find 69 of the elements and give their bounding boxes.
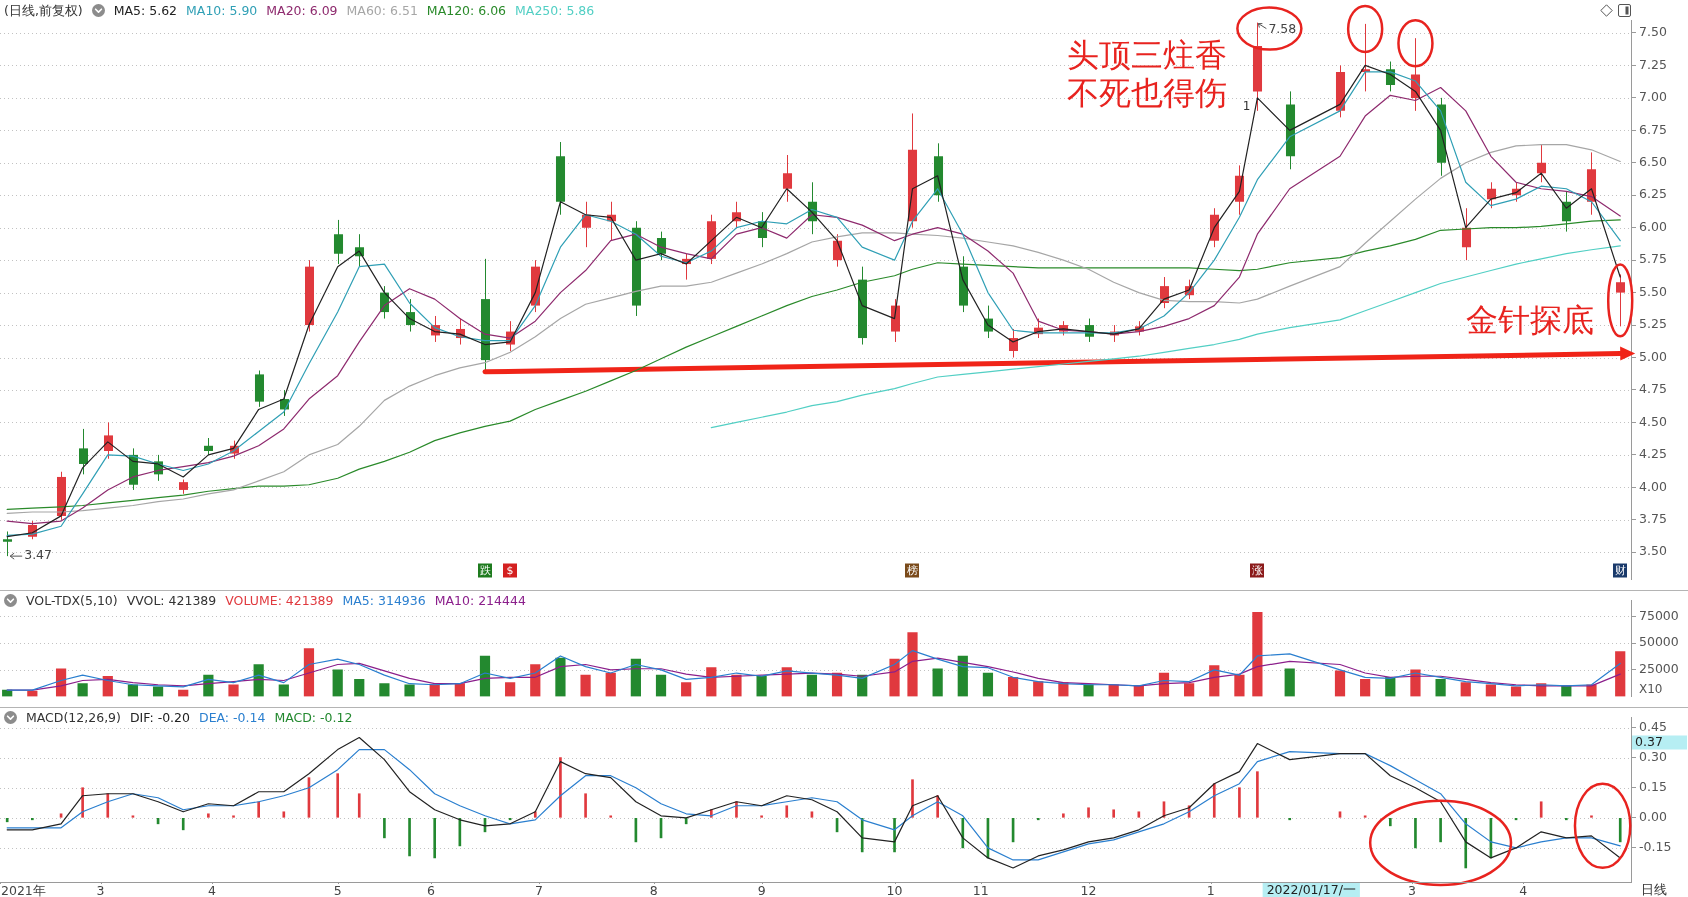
y-tick-label: 5.50 (1639, 283, 1667, 299)
annotation: 涨 (1251, 563, 1263, 577)
chart-title: VOL-TDX(5,10) (26, 593, 118, 608)
y-tick-label: 25000 (1639, 661, 1679, 677)
annotation: 跌 (479, 563, 491, 577)
annotation: $ (506, 563, 514, 577)
x-tick-label: 9 (757, 882, 766, 897)
x-tick-label: 12 (1080, 882, 1097, 897)
text: MA10: 5.90 (186, 3, 258, 18)
y-tick-label: -0.15 (1639, 839, 1672, 855)
annotation: 头顶三炷香不死也得伤 (1067, 36, 1228, 113)
text: MA10: 214444 (434, 593, 526, 608)
text: 2022/01/17/一 (1266, 881, 1356, 897)
text: DIF: -0.20 (129, 710, 190, 725)
y-tick-label: 7.00 (1639, 89, 1667, 105)
y-tick-label: 5.25 (1639, 316, 1667, 332)
y-tick-label: 3.50 (1639, 543, 1667, 559)
text: VOLUME: 421389 (225, 593, 334, 608)
y-tick-label: 3.75 (1639, 511, 1667, 527)
y-tick-label: 5.00 (1639, 348, 1667, 364)
y-tick-label: 6.50 (1639, 154, 1667, 170)
annotation: 3.47 (24, 547, 53, 563)
annotation: 7.58 (1268, 20, 1297, 36)
y-tick-label: 4.25 (1639, 446, 1667, 462)
text: MA5: 314936 (342, 593, 426, 608)
y-tick-label: 0.30 (1639, 748, 1667, 764)
y-tick-label: 4.50 (1639, 413, 1667, 429)
x-tick-label: 5 (333, 882, 342, 897)
chart-title: (日线,前复权) (4, 3, 83, 18)
y-tick-label: 5.75 (1639, 251, 1667, 267)
x-tick-label: 10 (886, 882, 903, 897)
y-tick-label: 4.75 (1639, 381, 1667, 397)
x-tick-label: 7 (534, 882, 543, 897)
text: DEA: -0.14 (199, 710, 266, 725)
x-tick-label: 4 (207, 882, 216, 897)
chart-title: MACD(12,26,9) (26, 710, 121, 725)
x-tick-label: 2021年 (1, 882, 46, 897)
text: 0.37 (1635, 734, 1663, 750)
y-tick-label: 50000 (1639, 634, 1679, 650)
text: MACD: -0.12 (274, 710, 353, 725)
annotation: 金针探底 (1466, 300, 1595, 339)
x-axis-title: 日线 (1641, 882, 1667, 897)
chart-subtitle: VVOL: 421389 (126, 593, 217, 608)
y-tick-label: 0.00 (1639, 809, 1667, 825)
x-tick-label: 11 (972, 882, 989, 897)
y-tick-label: 7.25 (1639, 56, 1667, 72)
y-tick-label: 4.00 (1639, 478, 1667, 494)
y-tick-label: 0.15 (1639, 778, 1667, 794)
x-tick-label: 8 (649, 882, 658, 897)
y-tick-label: 6.00 (1639, 218, 1667, 234)
text: MA5: 5.62 (113, 3, 178, 18)
y-tick-label: 6.25 (1639, 186, 1667, 202)
text: MA60: 6.51 (346, 3, 418, 18)
annotation: 财 (1614, 563, 1626, 577)
text: MA120: 6.06 (426, 3, 507, 18)
x-tick-label: 3 (1407, 882, 1416, 897)
x-tick-label: 1 (1206, 882, 1215, 897)
x-tick-label: 6 (427, 882, 436, 897)
annotation: 1 (1242, 99, 1251, 113)
y-tick-label: 7.50 (1639, 24, 1667, 40)
x-tick-label: 4 (1519, 882, 1528, 897)
y-axis-title: X10 (1639, 681, 1663, 696)
y-tick-label: 6.75 (1639, 121, 1667, 137)
text: MA250: 5.86 (515, 3, 595, 18)
annotation: 榜 (906, 563, 918, 577)
y-tick-label: 75000 (1639, 607, 1679, 623)
x-tick-label: 3 (96, 882, 105, 897)
y-tick-label: 0.45 (1639, 718, 1667, 734)
text: MA20: 6.09 (266, 3, 338, 18)
